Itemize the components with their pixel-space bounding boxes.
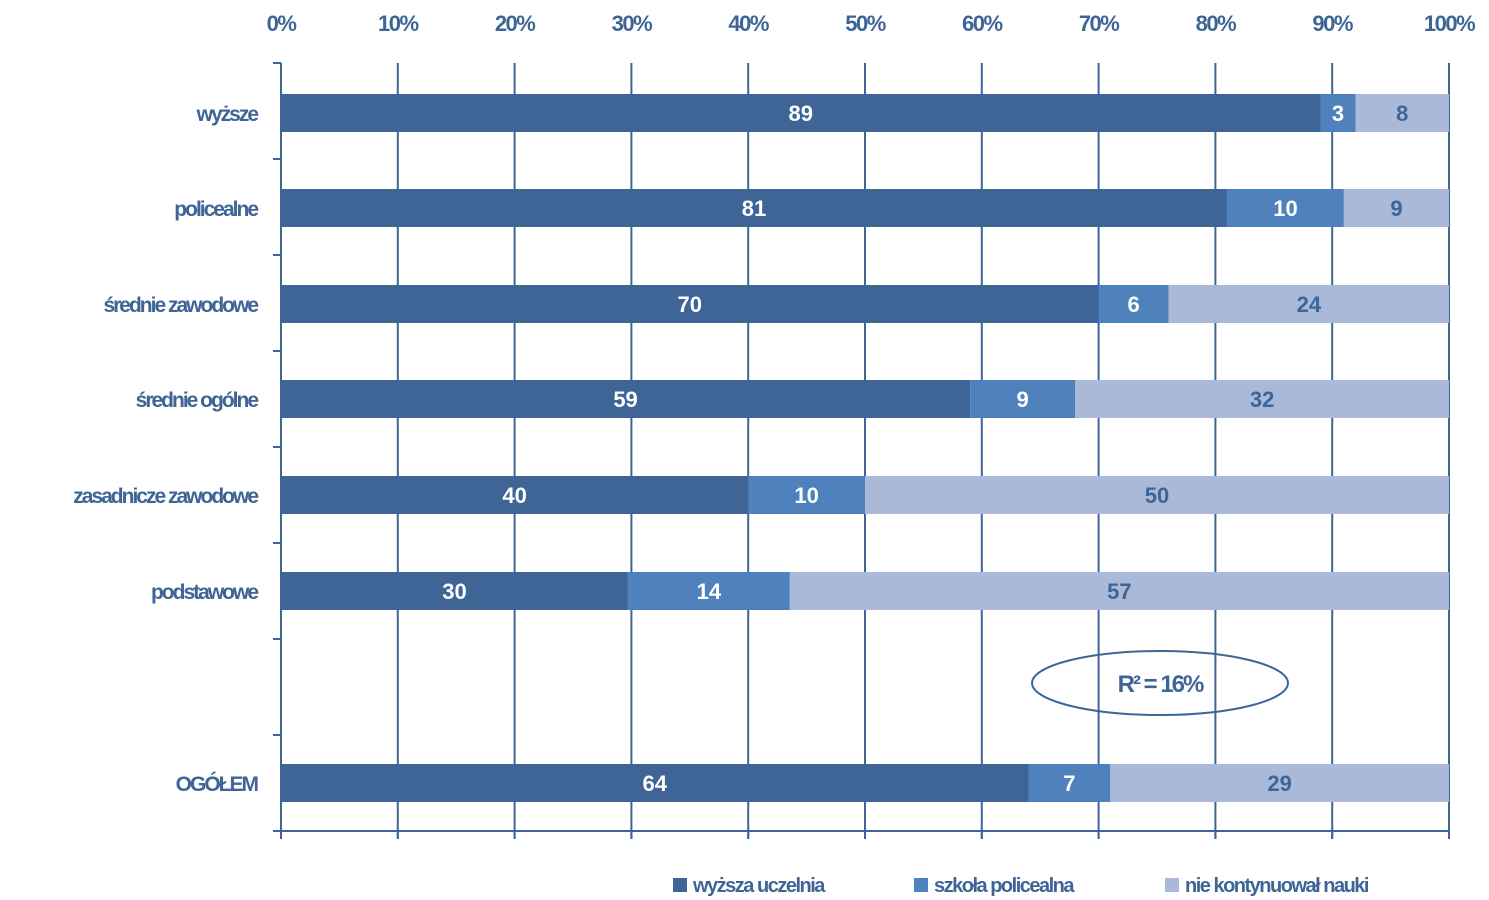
x-tick-label: 60% bbox=[962, 11, 1002, 36]
category-label: wyższe bbox=[196, 103, 259, 126]
bar-segment bbox=[281, 764, 1029, 802]
x-tick-label: 20% bbox=[495, 11, 535, 36]
x-tick-label: 40% bbox=[728, 11, 768, 36]
x-tick-label: 70% bbox=[1079, 11, 1119, 36]
legend-swatch bbox=[1165, 878, 1179, 892]
data-label: 8 bbox=[1396, 101, 1408, 126]
bar-segment bbox=[281, 380, 971, 418]
r-squared-annotation: R² = 16% bbox=[1031, 650, 1289, 716]
bar-segment bbox=[1098, 285, 1169, 323]
category-label: średnie ogólne bbox=[136, 389, 259, 412]
x-tick-label: 10% bbox=[378, 11, 418, 36]
data-label: 70 bbox=[678, 292, 702, 317]
data-label: 59 bbox=[613, 387, 637, 412]
data-label: 89 bbox=[789, 101, 813, 126]
bar-segment bbox=[1168, 285, 1449, 323]
x-tick-label: 90% bbox=[1312, 11, 1352, 36]
bar-segment bbox=[627, 572, 790, 610]
category-label: średnie zawodowe bbox=[103, 294, 258, 317]
bar-segment bbox=[281, 476, 749, 514]
category-axis bbox=[273, 62, 1450, 839]
data-label: 3 bbox=[1332, 101, 1344, 126]
category-labels: wyższe policealne średnie zawodowe średnie … bbox=[73, 103, 260, 796]
category-label: zasadnicze zawodowe bbox=[73, 485, 258, 508]
bar-segment bbox=[281, 285, 1099, 323]
bars: 89 3 8 81 10 9 70 6 24 59 9 32 40 10 50 30 14 57 64 7 29 bbox=[281, 94, 1449, 802]
category-label: podstawowe bbox=[151, 581, 258, 604]
bar-segment bbox=[865, 476, 1449, 514]
data-label: 30 bbox=[442, 579, 466, 604]
category-label: OGÓŁEM bbox=[176, 772, 259, 796]
data-label: 81 bbox=[742, 196, 766, 221]
data-label: 24 bbox=[1297, 292, 1322, 317]
legend: wyższa uczelnia szkoła policealna nie kont… bbox=[673, 875, 1370, 897]
x-tick-label: 0% bbox=[267, 11, 297, 36]
data-label: 29 bbox=[1267, 771, 1291, 796]
category-label: policealne bbox=[174, 198, 258, 221]
data-label: 9 bbox=[1017, 387, 1029, 412]
bar-segment bbox=[1355, 94, 1449, 132]
bar-segment bbox=[1110, 764, 1449, 802]
data-label: 6 bbox=[1128, 292, 1140, 317]
x-tick-labels: 0% 10% 20% 30% 40% 50% 60% 70% 80% 90% 100% bbox=[267, 11, 1477, 36]
legend-label: szkoła policealna bbox=[934, 875, 1075, 897]
bar-segment bbox=[748, 476, 865, 514]
data-label: 64 bbox=[643, 771, 668, 796]
gridlines bbox=[396, 63, 1450, 839]
bar-segment bbox=[1227, 189, 1344, 227]
annotation-text: R² = 16% bbox=[1118, 671, 1204, 698]
data-label: 32 bbox=[1250, 387, 1274, 412]
legend-label: wyższa uczelnia bbox=[692, 875, 826, 897]
bar-segment bbox=[281, 572, 628, 610]
data-label: 10 bbox=[1273, 196, 1297, 221]
data-label: 14 bbox=[697, 579, 722, 604]
x-tick-label: 100% bbox=[1424, 11, 1475, 36]
x-tick-label: 50% bbox=[845, 11, 885, 36]
x-tick-label: 80% bbox=[1196, 11, 1236, 36]
bar-segment bbox=[281, 189, 1228, 227]
data-label: 9 bbox=[1390, 196, 1402, 221]
bar-segment bbox=[1320, 94, 1356, 132]
bar-segment bbox=[1028, 764, 1111, 802]
data-label: 57 bbox=[1107, 579, 1131, 604]
data-label: 7 bbox=[1063, 771, 1075, 796]
legend-swatch bbox=[914, 878, 928, 892]
bar-segment bbox=[1343, 189, 1449, 227]
data-label: 50 bbox=[1145, 483, 1169, 508]
data-label: 10 bbox=[794, 483, 818, 508]
bar-segment bbox=[970, 380, 1076, 418]
bar-segment bbox=[281, 94, 1321, 132]
bar-segment bbox=[1075, 380, 1449, 418]
data-label: 40 bbox=[502, 483, 526, 508]
legend-label: nie kontynuował nauki bbox=[1185, 875, 1369, 897]
annotation-ellipse bbox=[1031, 650, 1289, 716]
legend-swatch bbox=[673, 878, 687, 892]
bar-segment bbox=[789, 572, 1449, 610]
x-tick-label: 30% bbox=[612, 11, 652, 36]
